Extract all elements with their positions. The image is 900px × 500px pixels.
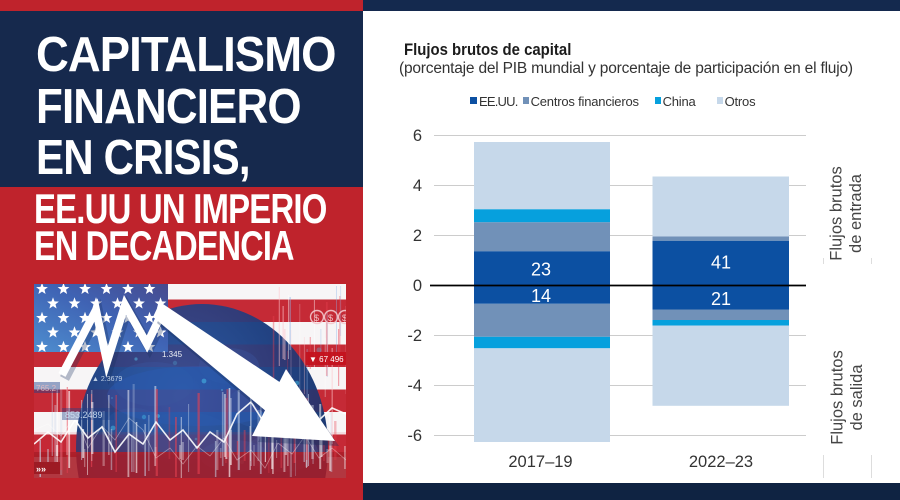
- svg-text:$: $: [314, 313, 319, 323]
- svg-text:2: 2: [413, 227, 422, 245]
- svg-text:-6: -6: [407, 427, 422, 445]
- svg-text:$: $: [328, 313, 333, 323]
- svg-text:4: 4: [413, 177, 422, 195]
- svg-text:Flujos brutosde entrada: Flujos brutosde entrada: [828, 166, 866, 260]
- svg-text:41: 41: [711, 253, 731, 273]
- svg-text:-4: -4: [407, 377, 422, 395]
- svg-text:0: 0: [413, 277, 422, 295]
- svg-text:$: $: [342, 313, 346, 323]
- svg-text:-2: -2: [407, 327, 422, 345]
- svg-text:2017–19: 2017–19: [508, 453, 572, 471]
- svg-text:21: 21: [711, 289, 731, 309]
- svg-text:1.345: 1.345: [162, 350, 183, 359]
- svg-text:14: 14: [531, 286, 551, 306]
- svg-text:▲ 2.3679: ▲ 2.3679: [92, 376, 122, 383]
- svg-text:853.2489: 853.2489: [65, 410, 103, 420]
- svg-text:23: 23: [531, 260, 551, 280]
- svg-text:▼ 67 496: ▼ 67 496: [309, 355, 344, 364]
- svg-text:6: 6: [413, 127, 422, 145]
- svg-text:Flujos brutosde salida: Flujos brutosde salida: [829, 350, 867, 444]
- svg-text:765.2: 765.2: [36, 384, 57, 393]
- svg-text:»»: »»: [36, 464, 46, 474]
- svg-text:2022–23: 2022–23: [689, 453, 753, 471]
